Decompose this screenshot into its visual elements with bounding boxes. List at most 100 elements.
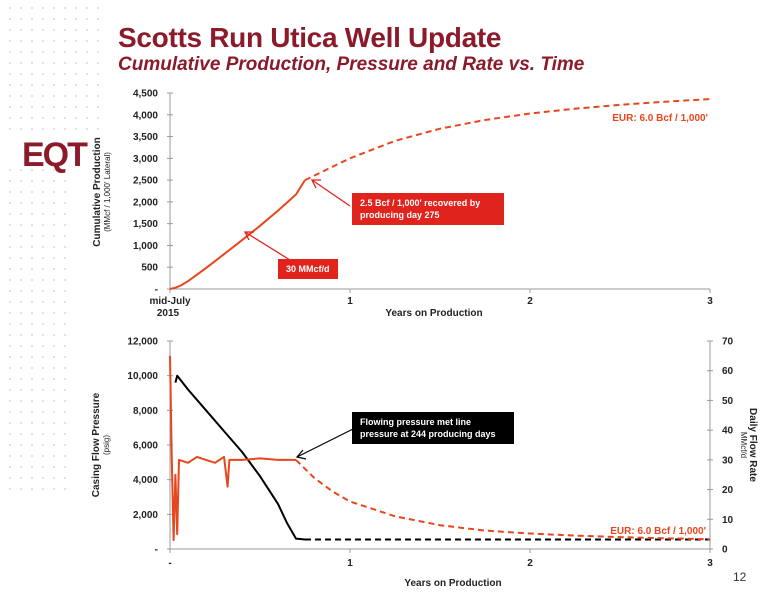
grid-dot <box>9 40 11 42</box>
grid-dot <box>9 268 11 270</box>
grid-dot <box>53 95 55 97</box>
grid-dot <box>42 213 44 215</box>
grid-dot <box>31 7 33 9</box>
grid-dot <box>9 95 11 97</box>
grid-dot <box>9 191 11 193</box>
grid-dot <box>9 378 11 380</box>
top-x-tick-sublabel: 2015 <box>157 308 180 319</box>
y2-tick-label: 0 <box>722 545 728 556</box>
grid-dot <box>53 389 55 391</box>
x-tick-label: 1 <box>347 296 353 307</box>
grid-dot <box>86 29 88 31</box>
bottom-y2-axis-label: Daily Flow Rate <box>747 408 758 482</box>
y2-tick-label: 30 <box>722 455 734 466</box>
grid-dot <box>42 367 44 369</box>
grid-dot <box>75 29 77 31</box>
cumulative-production-chart: - 500 1,000 1,500 2,000 2,500 3,000 3,500 4,000 4… <box>92 89 713 320</box>
grid-dot <box>75 73 77 75</box>
grid-dot <box>97 84 99 86</box>
grid-dot <box>64 235 66 237</box>
grid-dot <box>9 455 11 457</box>
grid-dot <box>53 444 55 446</box>
grid-dot <box>20 312 22 314</box>
grid-dot <box>31 367 33 369</box>
grid-dot <box>97 128 99 130</box>
bottom-y-axis-sublabel: (psig) <box>102 435 111 455</box>
grid-dot <box>53 290 55 292</box>
grid-dot <box>53 488 55 490</box>
grid-dot <box>64 95 66 97</box>
grid-dot <box>86 40 88 42</box>
grid-dot <box>97 62 99 64</box>
grid-dot <box>53 51 55 53</box>
grid-dot <box>53 169 55 171</box>
grid-dot <box>20 389 22 391</box>
x-tick-label: 1 <box>347 558 353 569</box>
grid-dot <box>9 290 11 292</box>
grid-dot <box>42 268 44 270</box>
grid-dot <box>9 51 11 53</box>
grid-dot <box>31 356 33 358</box>
grid-dot <box>20 191 22 193</box>
grid-dot <box>31 202 33 204</box>
grid-dot <box>42 106 44 108</box>
grid-dot <box>20 84 22 86</box>
top-eur-label: EUR: 6.0 Bcf / 1,000' <box>612 113 708 124</box>
grid-dot <box>75 84 77 86</box>
grid-dot <box>20 213 22 215</box>
grid-dot <box>9 356 11 358</box>
annotation-recovered: 2.5 Bcf / 1,000' recovered by producing … <box>352 193 504 225</box>
grid-dot <box>9 235 11 237</box>
grid-dot <box>20 367 22 369</box>
grid-dot <box>42 312 44 314</box>
grid-dot <box>53 128 55 130</box>
grid-dot <box>42 323 44 325</box>
grid-dot <box>42 257 44 259</box>
bottom-y2-axis-sublabel: MMcf/d <box>739 432 748 458</box>
grid-dot <box>31 444 33 446</box>
grid-dot <box>20 477 22 479</box>
grid-dot <box>9 488 11 490</box>
grid-dot <box>9 334 11 336</box>
grid-dot <box>9 18 11 20</box>
y-tick-label: 2,000 <box>133 197 158 208</box>
grid-dot <box>53 106 55 108</box>
grid-dot <box>64 169 66 171</box>
grid-dot <box>53 323 55 325</box>
grid-dot <box>20 356 22 358</box>
grid-dot <box>20 466 22 468</box>
grid-dot <box>53 29 55 31</box>
grid-dot <box>20 180 22 182</box>
grid-dot <box>64 191 66 193</box>
grid-dot <box>64 202 66 204</box>
grid-dot <box>53 191 55 193</box>
grid-dot <box>20 268 22 270</box>
grid-dot <box>42 7 44 9</box>
grid-dot <box>64 257 66 259</box>
annotation-arrow <box>244 231 291 261</box>
grid-dot <box>9 180 11 182</box>
grid-dot <box>31 62 33 64</box>
grid-dot <box>42 62 44 64</box>
grid-dot <box>20 345 22 347</box>
annotation-arrow <box>311 179 351 207</box>
grid-dot <box>9 7 11 9</box>
grid-dot <box>97 95 99 97</box>
bottom-y-axis-label: Casing Flow Pressure <box>91 392 102 497</box>
grid-dot <box>20 301 22 303</box>
grid-dot <box>31 433 33 435</box>
grid-dot <box>20 334 22 336</box>
cumulative-forecast-line <box>304 98 711 181</box>
grid-dot <box>9 169 11 171</box>
grid-dot <box>42 389 44 391</box>
grid-dot <box>42 117 44 119</box>
grid-dot <box>53 117 55 119</box>
grid-dot <box>53 411 55 413</box>
grid-dot <box>42 84 44 86</box>
grid-dot <box>64 117 66 119</box>
grid-dot <box>86 128 88 130</box>
grid-dot <box>31 117 33 119</box>
grid-dot <box>64 422 66 424</box>
grid-dot <box>64 128 66 130</box>
